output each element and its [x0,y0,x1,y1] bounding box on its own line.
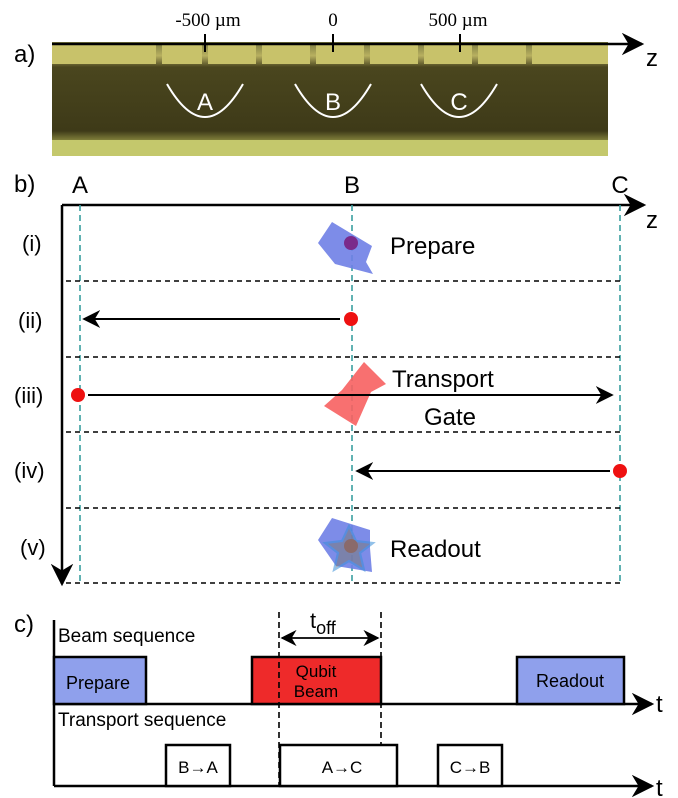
trap-label-a: A [197,89,213,116]
tick-500: 500 µm [429,10,488,31]
toff-label: toff [310,608,337,638]
panel-b-label: b) [14,171,35,198]
ion-step-iii [71,388,85,402]
readout-text: Readout [390,536,481,563]
panel-a: a) z -500 µm 0 500 µm A B C [14,10,658,156]
panel-c-label: c) [14,611,34,638]
position-label-b: B [344,172,360,199]
beam-sequence-label: Beam sequence [58,626,195,647]
qubit-beam-label-line2: Beam [294,682,338,701]
ion-step-i [344,236,358,250]
panel-b: b) A B C z (i) (ii) (iii) (iv) (v) Prepa… [14,171,658,587]
readout-block-label: Readout [536,671,604,691]
panel-c: c) Beam sequence Transport sequence t t … [14,608,663,798]
prepare-text: Prepare [390,233,475,260]
ion-step-iv [613,464,627,478]
step-ii-label: (ii) [18,308,42,333]
transport-c-to-b-label: C→B [450,758,491,777]
transport-c-to-b-block [436,743,504,788]
panel-a-label: a) [14,41,35,68]
transport-a-to-c-label: A→C [322,758,363,777]
position-label-c: C [611,172,628,199]
qubit-beam-block [250,655,383,706]
prepare-beam-shape [318,222,373,274]
transport-time-axis-label: t [656,775,663,798]
step-i-label: (i) [22,231,42,256]
z-axis-b-label: z [646,207,658,234]
prepare-block-label: Prepare [66,673,130,693]
prepare-block [52,655,148,706]
step-iii-label: (iii) [14,383,43,408]
z-axis-a-label: z [646,45,658,72]
step-v-label: (v) [20,535,46,560]
step-iv-label: (iv) [14,458,45,483]
ion-step-ii [344,312,358,326]
transport-b-to-a-block [164,743,232,788]
trap-curve-b [294,83,372,118]
transport-b-to-a-label: B→A [178,758,218,777]
trap-curve-a [166,83,244,118]
qubit-beam-label-line1: Qubit [296,662,337,681]
position-label-a: A [72,172,88,199]
trap-label-b: B [325,89,341,116]
beam-time-axis-label: t [656,691,663,718]
transport-sequence-label: Transport sequence [58,710,226,731]
gate-text: Gate [424,404,476,431]
trap-label-c: C [450,89,467,116]
tick-neg500: -500 µm [175,10,241,31]
transport-text: Transport [392,366,494,393]
readout-block [515,655,626,706]
transport-a-to-c-block [278,743,399,788]
trap-curve-c [420,83,498,118]
ion-step-v [344,539,358,553]
tick-0: 0 [328,10,338,31]
